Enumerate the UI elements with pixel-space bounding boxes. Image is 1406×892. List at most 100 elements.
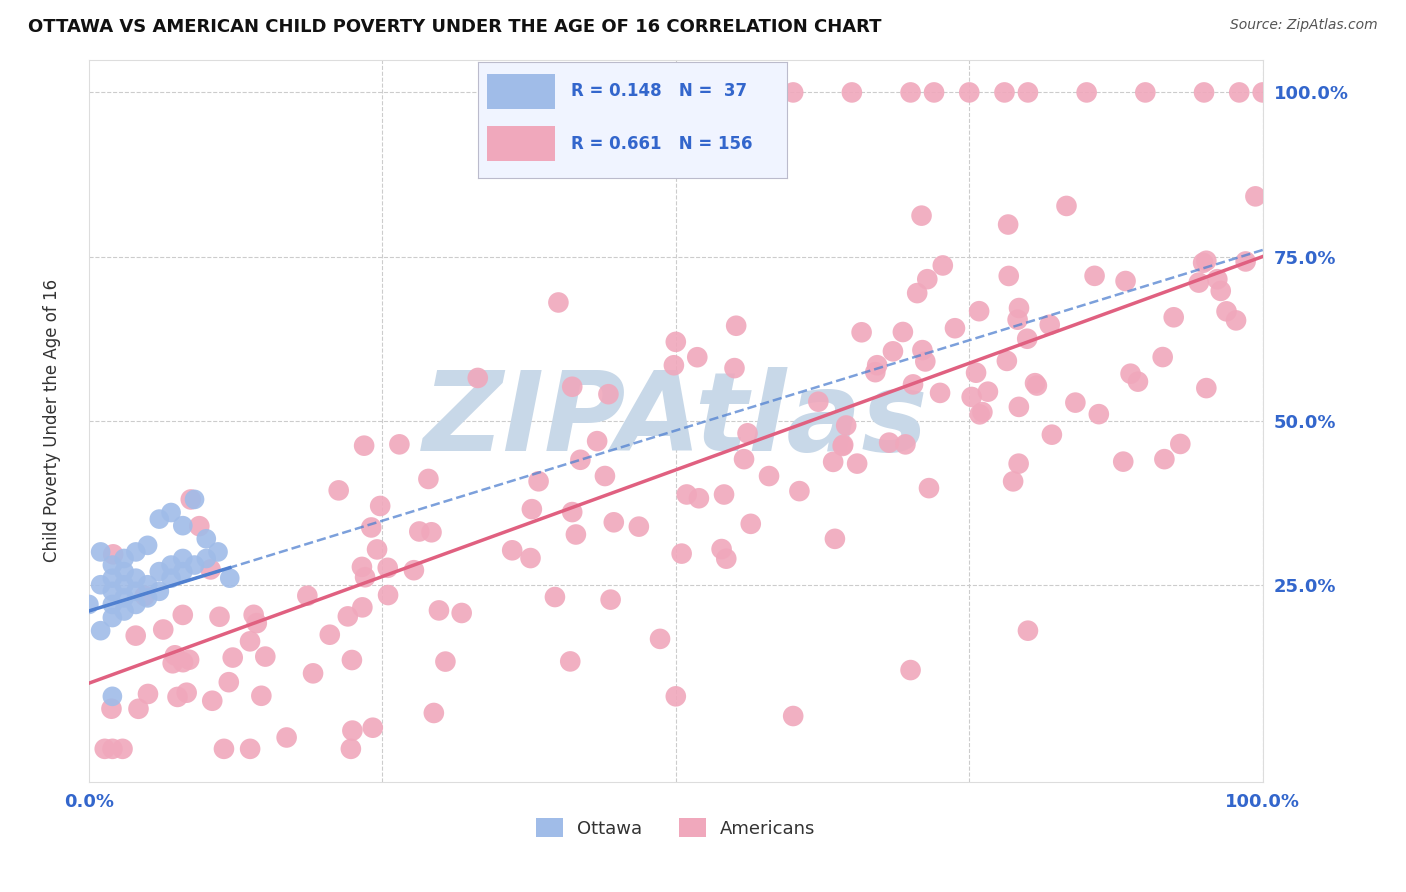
Point [900, 86, 922, 100]
Point [565, 527, 588, 541]
Point [1039, 318, 1062, 332]
Point [922, 86, 945, 100]
Point [1007, 312, 1029, 326]
Point [350, 560, 373, 574]
Point [967, 304, 990, 318]
Point [319, 628, 342, 642]
Point [188, 519, 211, 533]
Point [136, 687, 159, 701]
Point [402, 563, 425, 577]
Point [420, 525, 443, 540]
Point [1234, 254, 1257, 268]
Point [841, 86, 863, 100]
Point [710, 542, 733, 557]
Point [467, 371, 489, 385]
Point [1025, 378, 1047, 392]
Point [662, 358, 685, 372]
Point [969, 408, 991, 422]
Point [911, 343, 934, 358]
Point [972, 405, 994, 419]
Point [218, 675, 240, 690]
Point [831, 439, 853, 453]
Text: R = 0.661   N = 156: R = 0.661 N = 156 [571, 135, 752, 153]
Point [328, 483, 350, 498]
Point [360, 520, 382, 534]
Point [136, 591, 159, 605]
Point [434, 655, 457, 669]
Point [1002, 475, 1025, 489]
Point [648, 632, 671, 646]
Point [561, 380, 583, 394]
Point [246, 616, 269, 631]
Point [627, 519, 650, 533]
Point [195, 551, 218, 566]
Point [866, 358, 889, 372]
Point [519, 551, 541, 566]
Point [354, 570, 377, 584]
Point [172, 518, 194, 533]
Point [222, 650, 245, 665]
Point [101, 584, 124, 599]
Point [1153, 452, 1175, 467]
Point [569, 452, 592, 467]
Point [201, 694, 224, 708]
Point [254, 649, 277, 664]
Point [733, 452, 755, 467]
Point [1227, 86, 1250, 100]
Point [160, 506, 183, 520]
Point [725, 318, 748, 333]
Point [1192, 86, 1215, 100]
Point [101, 598, 124, 612]
Point [917, 272, 939, 286]
Point [180, 492, 202, 507]
Point [561, 505, 583, 519]
Point [125, 598, 148, 612]
Point [1215, 304, 1237, 318]
Point [239, 742, 262, 756]
Point [851, 326, 873, 340]
Point [112, 604, 135, 618]
Point [1008, 301, 1031, 315]
Point [1017, 624, 1039, 638]
Point [1115, 274, 1137, 288]
Point [789, 484, 811, 499]
Point [1225, 313, 1247, 327]
Point [163, 648, 186, 663]
Point [93, 742, 115, 756]
Point [1040, 427, 1063, 442]
Point [250, 689, 273, 703]
Point [162, 657, 184, 671]
Point [977, 384, 1000, 399]
Point [671, 547, 693, 561]
Point [172, 607, 194, 622]
Point [176, 686, 198, 700]
Point [134, 589, 156, 603]
Point [166, 690, 188, 704]
Point [1163, 310, 1185, 325]
Bar [488, 74, 555, 109]
Point [183, 492, 205, 507]
Point [212, 742, 235, 756]
Point [1168, 437, 1191, 451]
Point [195, 532, 218, 546]
Point [1008, 400, 1031, 414]
Point [218, 571, 240, 585]
Point [1007, 457, 1029, 471]
Point [737, 426, 759, 441]
Point [366, 542, 388, 557]
Point [544, 590, 567, 604]
Point [160, 571, 183, 585]
Point [427, 603, 450, 617]
Point [914, 354, 936, 368]
Point [342, 723, 364, 738]
Point [353, 439, 375, 453]
Point [239, 634, 262, 648]
Point [377, 561, 399, 575]
Point [101, 547, 124, 561]
Point [675, 487, 697, 501]
Point [125, 629, 148, 643]
Point [112, 551, 135, 566]
Point [276, 731, 298, 745]
Point [111, 742, 134, 756]
Point [418, 472, 440, 486]
